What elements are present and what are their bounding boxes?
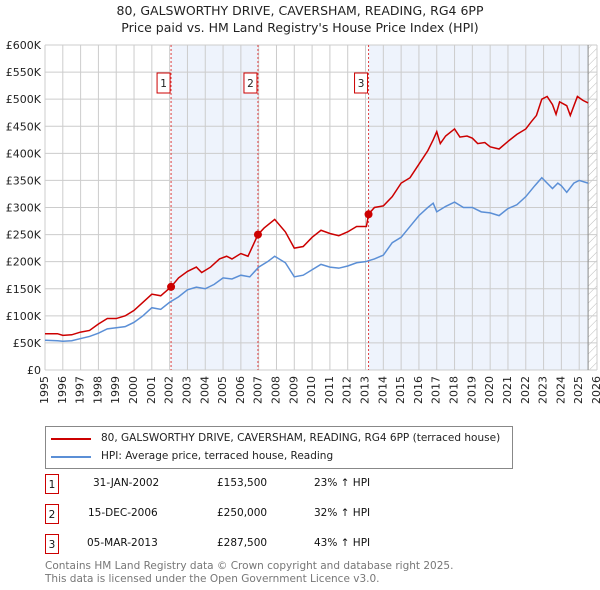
y-tick-label: £100K	[6, 310, 42, 323]
x-tick-label: 1998	[91, 376, 104, 404]
x-tick-label: 2009	[287, 376, 300, 404]
x-tick-label: 2026	[590, 376, 600, 404]
x-tick-label: 2020	[483, 376, 496, 404]
transaction-number: 1	[45, 474, 59, 494]
legend-swatch-property	[51, 437, 91, 440]
transaction-number: 3	[45, 534, 59, 554]
sale-label: 2	[247, 78, 254, 90]
y-tick-label: £550K	[6, 66, 42, 79]
x-tick-label: 2023	[537, 376, 550, 404]
transaction-delta: 23% ↑ HPI	[314, 477, 371, 489]
x-tick-label: 2014	[376, 376, 389, 404]
x-tick-label: 1996	[56, 376, 69, 404]
footer: Contains HM Land Registry data © Crown c…	[45, 560, 453, 586]
transaction-row: 1 31-JAN-2002 £153,500 23% ↑ HPI	[45, 474, 445, 494]
y-tick-label: £300K	[6, 202, 42, 215]
transaction-date: 31-JAN-2002	[93, 477, 160, 489]
y-tick-label: £50K	[13, 337, 42, 350]
transaction-row: 2 15-DEC-2006 £250,000 32% ↑ HPI	[45, 504, 445, 524]
transaction-date: 05-MAR-2013	[87, 537, 158, 549]
y-tick-label: £250K	[6, 229, 42, 242]
transaction-delta: 43% ↑ HPI	[314, 537, 371, 549]
x-tick-label: 2025	[572, 376, 585, 404]
price-chart: 1995 1996 1997 1998 1999 2000 2001 2002 2003 2004…	[6, 39, 600, 404]
sale-label: 3	[358, 78, 365, 90]
transaction-row: 3 05-MAR-2013 £287,500 43% ↑ HPI	[45, 534, 445, 554]
transaction-price: £287,500	[217, 537, 268, 549]
x-tick-label: 1999	[109, 376, 122, 404]
y-tick-label: £600K	[6, 39, 42, 52]
sale-point	[253, 230, 262, 239]
x-tick-label: 2011	[323, 376, 336, 404]
x-tick-label: 2007	[252, 376, 265, 404]
chart-title: 80, GALSWORTHY DRIVE, CAVERSHAM, READING…	[116, 3, 484, 18]
legend-item-property: 80, GALSWORTHY DRIVE, CAVERSHAM, READING…	[51, 432, 500, 445]
x-tick-label: 2017	[430, 376, 443, 404]
y-tick-label: £150K	[6, 283, 42, 296]
legend-item-hpi: HPI: Average price, terraced house, Read…	[51, 450, 333, 463]
x-tick-label: 2024	[554, 376, 567, 404]
x-tick-label: 1997	[74, 376, 87, 404]
x-tick-label: 2018	[448, 376, 461, 404]
sale-point	[167, 282, 176, 291]
y-tick-label: £0	[27, 364, 41, 377]
sale-label-box	[156, 72, 171, 94]
chart-subtitle: Price paid vs. HM Land Registry's House …	[121, 20, 479, 35]
x-tick-label: 2006	[234, 376, 247, 404]
legend-swatch-hpi	[51, 455, 91, 458]
x-tick-label: 2008	[269, 376, 282, 404]
transaction-number: 2	[45, 504, 59, 524]
x-tick-label: 2022	[519, 376, 532, 404]
transaction-price: £250,000	[217, 507, 268, 519]
transaction-delta: 32% ↑ HPI	[314, 507, 371, 519]
x-tick-label: 2015	[394, 376, 407, 404]
sale-label: 1	[160, 78, 167, 90]
y-tick-label: £400K	[6, 147, 42, 160]
footer-line-1: Contains HM Land Registry data © Crown c…	[45, 560, 454, 572]
x-tick-label: 2010	[305, 376, 318, 404]
x-tick-label: 2004	[198, 376, 211, 404]
x-tick-label: 2019	[465, 376, 478, 404]
x-tick-label: 2021	[501, 376, 514, 404]
y-tick-label: £500K	[6, 93, 42, 106]
hpi-line	[44, 176, 589, 343]
sale-label-box	[243, 72, 258, 94]
x-tick-label: 2002	[163, 376, 176, 404]
x-tick-label: 2012	[341, 376, 354, 404]
y-tick-label: £450K	[6, 120, 42, 133]
x-tick-label: 2001	[145, 376, 158, 404]
x-tick-label: 1995	[38, 376, 51, 404]
x-tick-label: 2016	[412, 376, 425, 404]
x-tick-label: 2013	[359, 376, 372, 404]
transaction-price: £153,500	[217, 477, 268, 489]
sale-point	[364, 210, 373, 219]
legend-label-property: 80, GALSWORTHY DRIVE, CAVERSHAM, READING…	[101, 432, 501, 444]
transaction-date: 15-DEC-2006	[88, 507, 158, 519]
y-tick-label: £350K	[6, 174, 42, 187]
footer-line-2: This data is licensed under the Open Gov…	[45, 573, 380, 585]
legend: 80, GALSWORTHY DRIVE, CAVERSHAM, READING…	[45, 426, 513, 469]
sale-label-box	[354, 72, 369, 94]
property-price-line	[45, 95, 589, 337]
legend-label-hpi: HPI: Average price, terraced house, Read…	[101, 450, 334, 462]
x-tick-label: 2000	[127, 376, 140, 404]
x-tick-label: 2005	[216, 376, 229, 404]
x-tick-label: 2003	[180, 376, 193, 404]
y-tick-label: £200K	[6, 256, 42, 269]
